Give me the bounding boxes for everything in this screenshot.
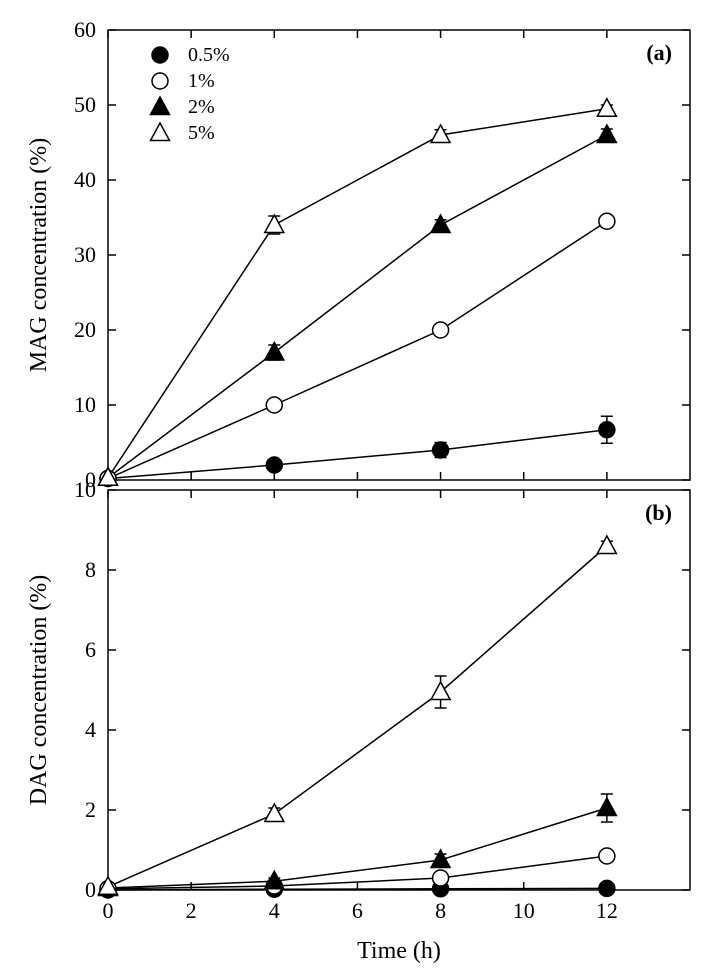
svg-text:20: 20 (74, 317, 96, 342)
svg-text:1%: 1% (188, 70, 215, 92)
svg-text:6: 6 (85, 637, 96, 662)
svg-text:10: 10 (74, 477, 96, 502)
svg-text:(a): (a) (646, 40, 672, 65)
svg-text:8: 8 (435, 898, 446, 923)
svg-text:MAG concentration (%): MAG concentration (%) (26, 138, 52, 373)
figure-container: 0 10 20 30 40 50 60 MAG concentration (%) (a) 0 2 4… (0, 0, 722, 977)
svg-text:2: 2 (85, 797, 96, 822)
chart-svg: 0 10 20 30 40 50 60 MAG concentration (%) (a) 0 2 4… (0, 0, 722, 977)
svg-text:40: 40 (74, 167, 96, 192)
svg-text:60: 60 (74, 17, 96, 42)
svg-text:Time (h): Time (h) (357, 938, 441, 964)
svg-text:(b): (b) (645, 500, 672, 525)
svg-text:2%: 2% (188, 96, 215, 118)
svg-text:4: 4 (85, 717, 96, 742)
svg-text:0.5%: 0.5% (188, 44, 230, 66)
svg-text:DAG concentration (%): DAG concentration (%) (26, 575, 52, 806)
svg-text:6: 6 (352, 898, 363, 923)
svg-text:2: 2 (186, 898, 197, 923)
svg-text:4: 4 (269, 898, 280, 923)
svg-text:5%: 5% (188, 122, 215, 144)
svg-text:10: 10 (74, 392, 96, 417)
svg-text:0: 0 (85, 877, 96, 902)
svg-text:0: 0 (103, 898, 114, 923)
svg-text:12: 12 (596, 898, 618, 923)
svg-text:30: 30 (74, 242, 96, 267)
svg-text:10: 10 (513, 898, 535, 923)
svg-text:8: 8 (85, 557, 96, 582)
svg-text:50: 50 (74, 92, 96, 117)
